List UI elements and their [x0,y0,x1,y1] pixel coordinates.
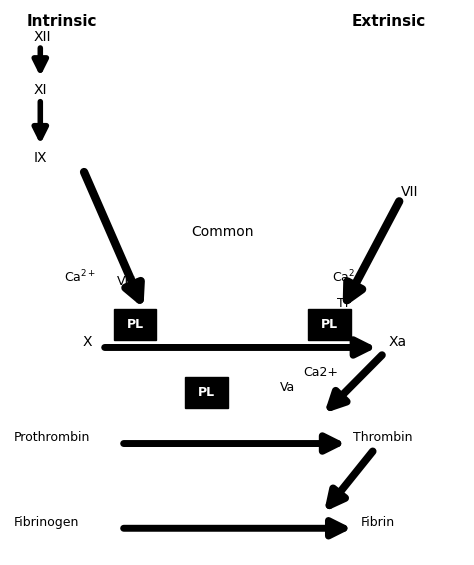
Text: Prothrombin: Prothrombin [14,431,91,445]
Text: Ca$^{2+}$: Ca$^{2+}$ [64,268,96,285]
Text: XII: XII [33,30,51,44]
Text: IX: IX [33,151,46,165]
Text: VII: VII [401,185,418,199]
FancyBboxPatch shape [308,310,351,340]
Text: Ca$^{2+}$: Ca$^{2+}$ [332,268,364,285]
Text: TF: TF [337,297,351,310]
FancyBboxPatch shape [185,377,228,408]
Text: Ca2+: Ca2+ [303,366,338,380]
Text: PL: PL [127,318,144,332]
Text: Extrinsic: Extrinsic [352,14,426,29]
Text: Common: Common [191,225,254,238]
Text: X: X [83,335,92,349]
Text: PL: PL [198,386,215,399]
Text: Fibrin: Fibrin [361,516,395,529]
Text: Xa: Xa [389,335,407,349]
Text: Intrinsic: Intrinsic [27,14,97,29]
Text: XI: XI [33,84,46,97]
FancyBboxPatch shape [114,310,156,340]
Text: Fibrinogen: Fibrinogen [14,516,80,529]
Text: VIIIa: VIIIa [117,275,144,288]
Text: PL: PL [321,318,338,332]
Text: Thrombin: Thrombin [353,431,413,445]
Text: Va: Va [280,380,295,394]
